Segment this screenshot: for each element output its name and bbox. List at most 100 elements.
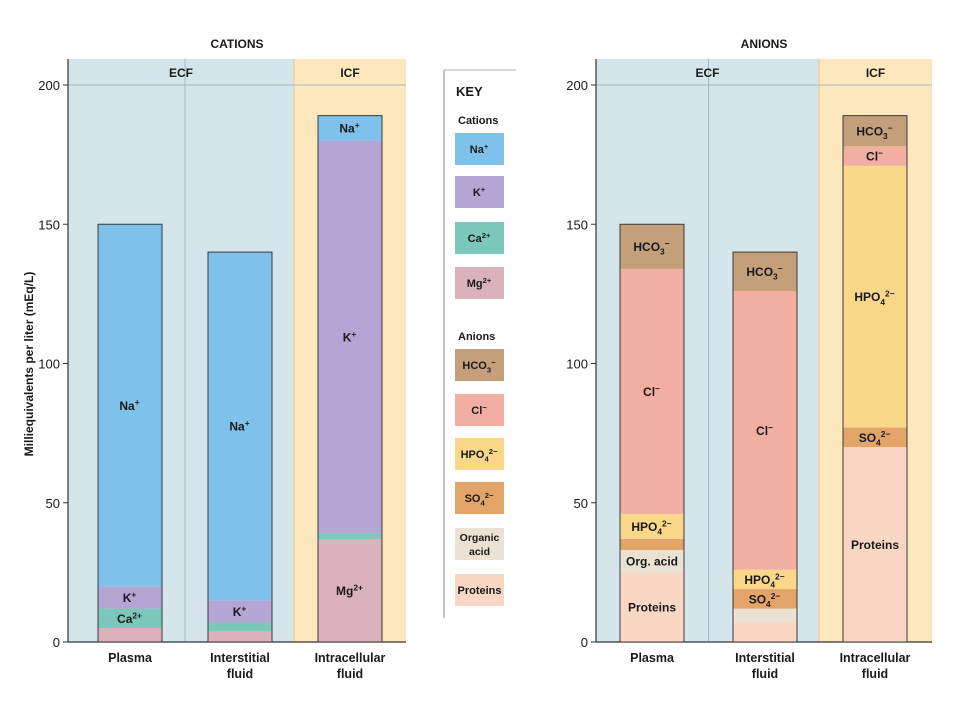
bar-segment bbox=[620, 268, 684, 514]
key-label: HPO42− bbox=[461, 447, 499, 463]
bar-outline bbox=[317, 115, 383, 643]
x-tick-label: Interstitial bbox=[210, 651, 270, 665]
key-swatch bbox=[455, 176, 504, 208]
y-tick-label: 150 bbox=[566, 217, 588, 232]
segment-label: Proteins bbox=[851, 538, 899, 552]
bar-segment bbox=[208, 252, 272, 601]
key-title: KEY bbox=[456, 84, 483, 99]
x-tick-label: fluid bbox=[862, 667, 888, 681]
bar-segment bbox=[843, 427, 907, 448]
x-tick-label: Interstitial bbox=[735, 651, 795, 665]
segment-label: K+ bbox=[343, 329, 358, 345]
key-swatch bbox=[455, 349, 504, 381]
bar-interstitial-fluid: K+ Na+ bbox=[207, 251, 273, 643]
key-label: Proteins bbox=[457, 585, 501, 597]
bar-interstitial-fluid: SO42− HPO42− Cl− HCO3− bbox=[732, 251, 798, 643]
bar-segment bbox=[733, 252, 797, 292]
segment-label: HPO42− bbox=[854, 289, 895, 307]
key-label: HCO3− bbox=[462, 358, 496, 374]
segment-label: HCO3− bbox=[856, 123, 893, 141]
group-label-icf: ICF bbox=[340, 66, 359, 80]
x-tick-label: fluid bbox=[227, 667, 253, 681]
cations-chart: CATIONS ECF ICF 0 50 100 150 200 Ca2+ K+ Na+ Pla… bbox=[38, 37, 406, 681]
x-tick-label: Intracellular bbox=[840, 651, 911, 665]
segment-label: K+ bbox=[123, 589, 138, 605]
bar-segment bbox=[733, 291, 797, 570]
y-tick-label: 0 bbox=[53, 635, 60, 650]
segment-label: HCO3− bbox=[746, 264, 783, 282]
key-label: Cl− bbox=[471, 403, 487, 417]
key-swatch bbox=[455, 574, 504, 606]
group-label-icf: ICF bbox=[866, 66, 885, 80]
bar-segment bbox=[98, 608, 162, 629]
segment-label: Cl− bbox=[756, 422, 774, 438]
segment-label: SO42− bbox=[859, 429, 892, 447]
bar-segment bbox=[620, 538, 684, 551]
x-tick-label: Plasma bbox=[108, 651, 153, 665]
bar-outline bbox=[732, 251, 798, 643]
key-swatch bbox=[455, 438, 504, 470]
bar-intracellular-fluid: Proteins SO42− HPO42− Cl− HCO3− bbox=[842, 115, 908, 643]
y-tick-label: 200 bbox=[566, 78, 588, 93]
bar-outline bbox=[842, 115, 908, 643]
segment-label: Cl− bbox=[866, 148, 884, 164]
bar-segment bbox=[208, 600, 272, 623]
key-swatch bbox=[455, 133, 504, 165]
bar-segment bbox=[733, 608, 797, 623]
bar-segment bbox=[733, 589, 797, 609]
key-legend: KEY Cations Anions Na+ K+ Ca2+ Mg2+ HCO3− C… bbox=[443, 69, 516, 618]
y-tick-label: 200 bbox=[38, 78, 60, 93]
bar-segment bbox=[843, 165, 907, 428]
segment-label: Org. acid bbox=[626, 555, 678, 569]
x-tick-label: fluid bbox=[752, 667, 778, 681]
group-label-ecf: ECF bbox=[696, 66, 720, 80]
segment-label: Na+ bbox=[339, 120, 360, 136]
key-swatch bbox=[455, 394, 504, 426]
key-swatch bbox=[455, 267, 504, 299]
key-label: acid bbox=[469, 546, 490, 558]
key-label: Na+ bbox=[470, 142, 489, 156]
y-tick-label: 100 bbox=[38, 357, 60, 372]
bar-segment bbox=[318, 140, 382, 534]
y-tick-label: 50 bbox=[46, 496, 60, 511]
segment-label: Mg2+ bbox=[336, 582, 364, 598]
segment-label: HPO42− bbox=[744, 571, 785, 589]
segment-label: HCO3− bbox=[633, 238, 670, 256]
segment-label: Proteins bbox=[628, 601, 676, 615]
x-tick-label: Intracellular bbox=[315, 651, 386, 665]
key-cations-heading: Cations bbox=[458, 115, 498, 127]
y-tick-label: 100 bbox=[566, 357, 588, 372]
anions-chart: ANIONS ECF ICF 0 50 100 150 200 Proteins Org. aci… bbox=[566, 37, 932, 681]
key-label: Mg2+ bbox=[467, 276, 493, 290]
group-label-ecf: ECF bbox=[169, 66, 193, 80]
segment-label: Ca2+ bbox=[117, 610, 143, 626]
bar-segment bbox=[318, 115, 382, 141]
bar-outline bbox=[207, 251, 273, 643]
bar-segment bbox=[733, 622, 797, 642]
bar-segment bbox=[843, 115, 907, 147]
bar-segment bbox=[620, 224, 684, 269]
bar-segment bbox=[843, 146, 907, 166]
bar-segment bbox=[98, 586, 162, 609]
bar-outline bbox=[97, 223, 163, 643]
bar-plasma: Ca2+ K+ Na+ bbox=[97, 223, 163, 643]
key-label: SO42− bbox=[465, 491, 495, 507]
segment-label: HPO42− bbox=[631, 518, 672, 536]
bar-segment bbox=[208, 630, 272, 642]
bar-segment bbox=[318, 533, 382, 539]
chart-title: CATIONS bbox=[210, 37, 263, 51]
bar-segment bbox=[208, 622, 272, 631]
segment-label: Cl− bbox=[643, 383, 661, 399]
bar-plasma: Proteins Org. acid HPO42− Cl− HCO3− bbox=[619, 223, 685, 643]
bar-segment bbox=[620, 572, 684, 642]
bar-segment bbox=[318, 538, 382, 642]
segment-label: Na+ bbox=[119, 397, 140, 413]
segment-label: Na+ bbox=[229, 418, 250, 434]
bar-segment bbox=[98, 628, 162, 642]
key-label: K+ bbox=[473, 185, 486, 199]
key-swatch bbox=[455, 528, 504, 560]
key-label: Organic bbox=[460, 532, 500, 544]
bar-segment bbox=[620, 513, 684, 539]
bar-segment bbox=[843, 447, 907, 642]
